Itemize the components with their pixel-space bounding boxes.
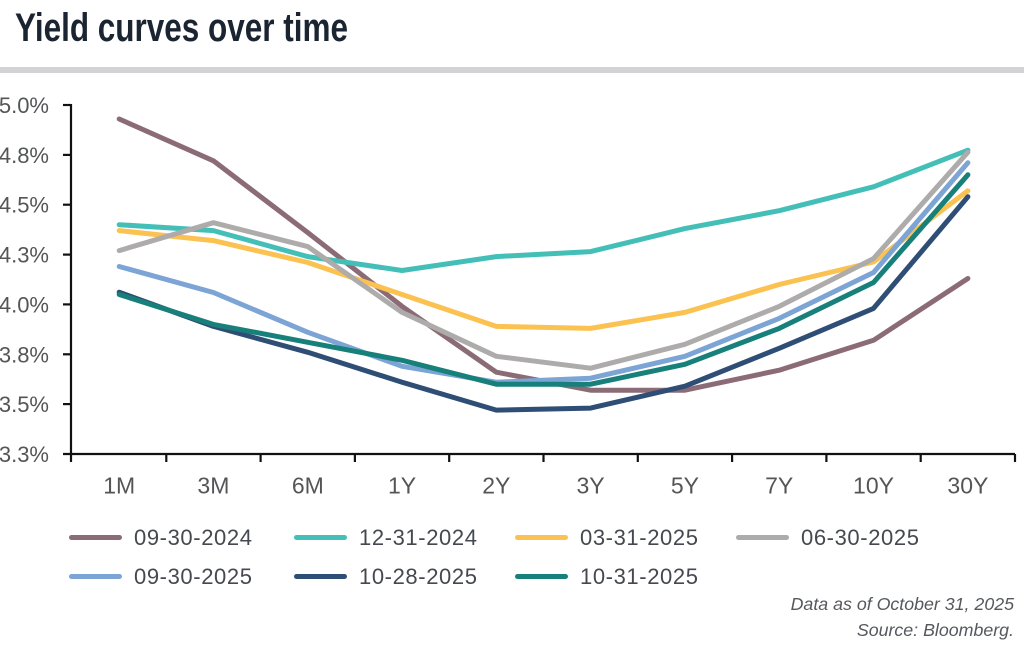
- svg-text:10Y: 10Y: [853, 473, 894, 499]
- svg-text:3.3%: 3.3%: [0, 442, 49, 467]
- svg-text:6M: 6M: [292, 473, 324, 499]
- svg-text:4.8%: 4.8%: [0, 143, 49, 168]
- svg-text:3.8%: 3.8%: [0, 342, 49, 367]
- svg-text:5Y: 5Y: [671, 473, 699, 499]
- svg-text:4.0%: 4.0%: [0, 292, 49, 317]
- svg-text:30Y: 30Y: [947, 473, 988, 499]
- svg-text:5.0%: 5.0%: [0, 93, 49, 118]
- svg-text:7Y: 7Y: [765, 473, 793, 499]
- svg-text:4.3%: 4.3%: [0, 243, 49, 268]
- svg-text:3Y: 3Y: [577, 473, 605, 499]
- svg-text:4.5%: 4.5%: [0, 193, 49, 218]
- svg-text:2Y: 2Y: [482, 473, 510, 499]
- svg-text:1M: 1M: [103, 473, 135, 499]
- svg-text:3.5%: 3.5%: [0, 392, 49, 417]
- svg-text:1Y: 1Y: [388, 473, 416, 499]
- svg-text:3M: 3M: [197, 473, 229, 499]
